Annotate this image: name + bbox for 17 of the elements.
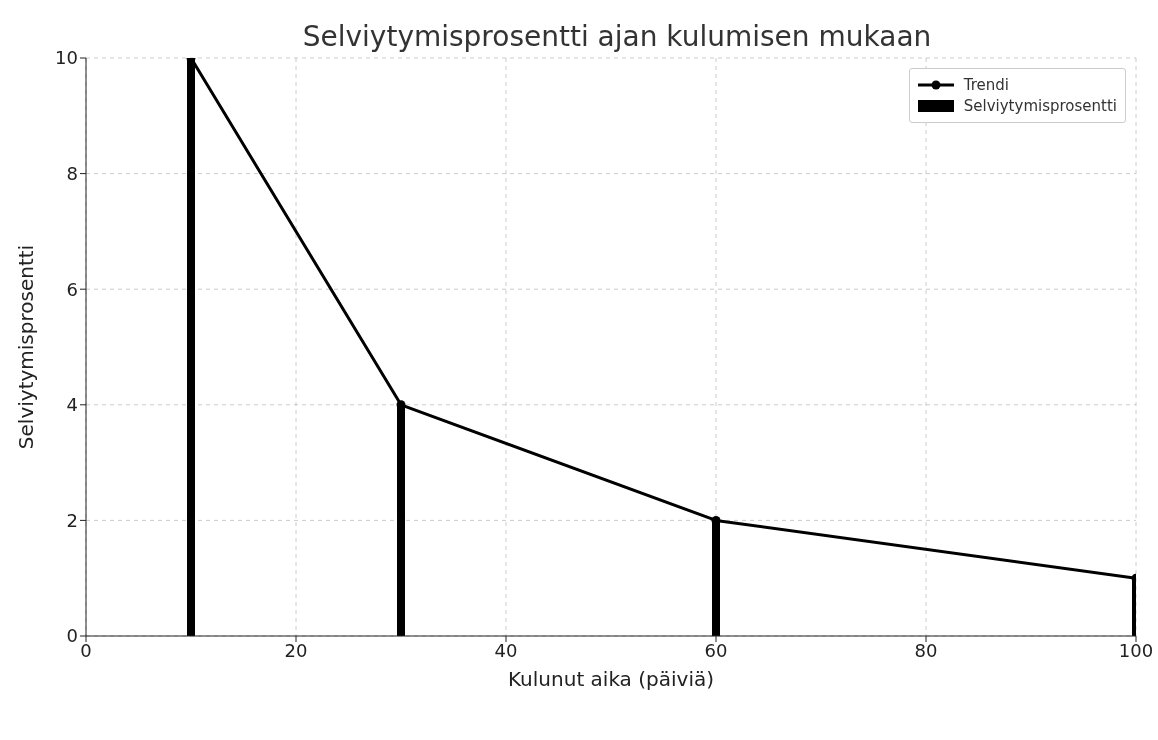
y-tick-label: 4	[66, 394, 78, 416]
y-tick-label: 6	[66, 278, 78, 300]
chart-title: Selviytymisprosentti ajan kulumisen mukaan	[302, 20, 932, 53]
y-tick-label: 0	[66, 625, 78, 647]
y-tick-label: 2	[66, 509, 78, 531]
y-tick-label: 8	[66, 162, 78, 184]
x-tick-label: 80	[914, 639, 938, 661]
x-tick-label: 100	[1118, 639, 1154, 661]
y-axis-title: Selviytymisprosentti	[14, 244, 39, 450]
x-tick-label: 60	[704, 639, 728, 661]
x-tick-label: 40	[494, 639, 518, 661]
legend-label: Trendi	[963, 76, 1010, 94]
x-axis-title: Kulunut aika (päiviä)	[508, 667, 714, 691]
legend-label: Selviytymisprosentti	[963, 97, 1117, 115]
y-tick-label: 10	[55, 47, 78, 69]
x-tick-label: 20	[284, 639, 308, 661]
x-tick-label: 0	[80, 639, 92, 661]
